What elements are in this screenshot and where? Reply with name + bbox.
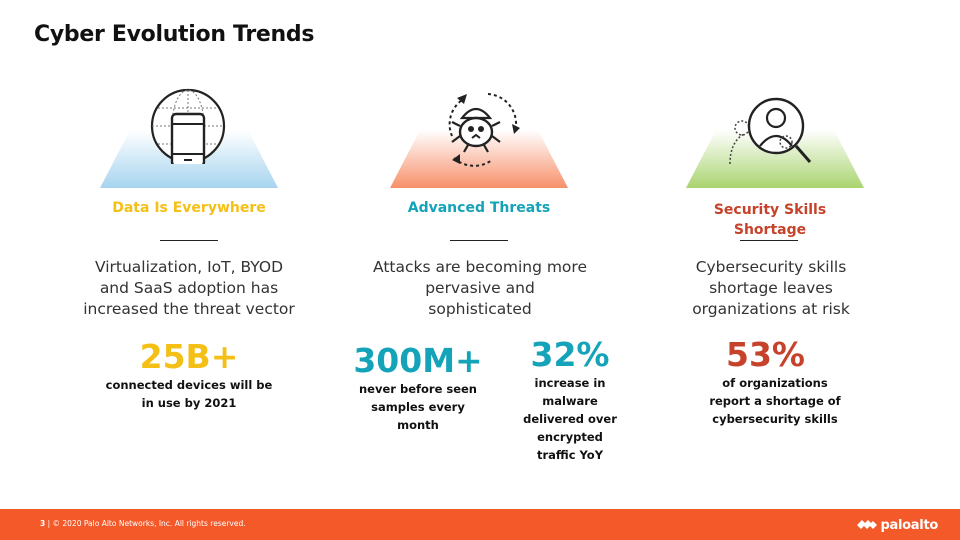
stat-value: 53% [726, 335, 805, 374]
stat-block: 32% increase in malware delivered over e… [508, 336, 632, 464]
logo-text: paloalto [880, 517, 939, 533]
globe-phone-icon [150, 88, 226, 168]
column-description: Virtualization, IoT, BYOD and SaaS adopt… [83, 258, 295, 318]
stat-value: 32% [530, 335, 610, 374]
orange-gradient-base [390, 130, 568, 188]
footer-bar: 3 | © 2020 Palo Alto Networks, Inc. All … [0, 509, 960, 540]
column-description: Cybersecurity skills shortage leaves org… [692, 258, 850, 318]
column-heading: Advanced Threats [407, 200, 551, 216]
stat-block: 300M+ never before seen samples every mo… [336, 342, 500, 434]
heading-divider [160, 240, 218, 241]
magnifier-person-icon [724, 92, 816, 174]
page-number: 3 [40, 519, 46, 528]
green-gradient-base [686, 130, 864, 188]
stat-block: 25B+ connected devices will be in use by… [96, 338, 282, 412]
paloalto-logo: paloalto [856, 517, 939, 533]
heading-divider [740, 240, 798, 241]
stat-caption: of organizations report a shortage of cy… [709, 376, 841, 426]
column-description: Attacks are becoming more pervasive and … [372, 258, 587, 318]
heading-divider [450, 240, 508, 241]
copyright-text: | © 2020 Palo Alto Networks, Inc. All ri… [47, 519, 246, 528]
stat-block: 53% of organizations report a shortage o… [700, 336, 850, 428]
column-heading: Data Is Everywhere [112, 200, 266, 216]
column-heading: Security Skills Shortage [713, 202, 827, 238]
stat-value: 25B+ [139, 337, 239, 376]
stat-caption: increase in malware delivered over encry… [523, 376, 617, 462]
stat-caption: connected devices will be in use by 2021 [105, 378, 273, 410]
footer-copyright: 3 | © 2020 Palo Alto Networks, Inc. All … [40, 519, 246, 528]
slide-title: Cyber Evolution Trends [34, 22, 315, 47]
stat-caption: never before seen samples every month [359, 382, 477, 432]
paloalto-mark-icon [856, 520, 877, 529]
malware-bug-icon [432, 88, 522, 174]
stat-value: 300M+ [353, 341, 483, 380]
